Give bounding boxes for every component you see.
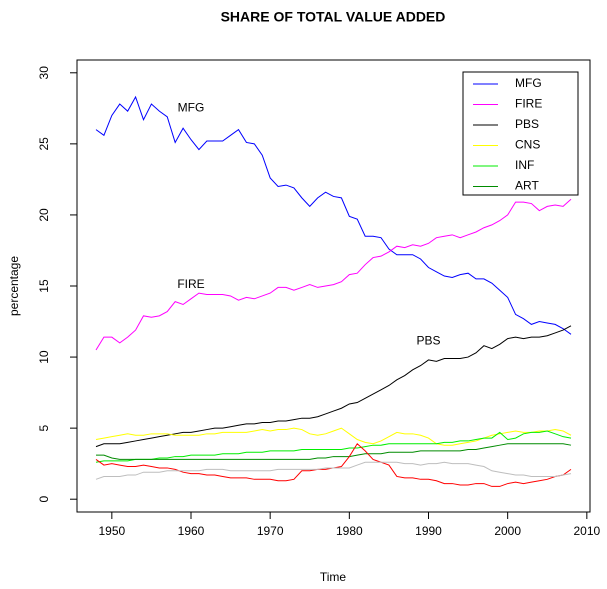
annotation: FIRE	[177, 277, 204, 291]
x-tick-label: 1990	[415, 524, 442, 538]
y-tick-label: 15	[37, 279, 51, 293]
legend-label: CNS	[515, 138, 540, 152]
series-line	[95, 430, 572, 463]
x-tick-label: 1970	[257, 524, 284, 538]
legend-label: MFG	[515, 76, 542, 90]
x-tick-label: 1960	[178, 524, 205, 538]
y-tick-label: 5	[37, 424, 51, 431]
legend-label: PBS	[515, 117, 539, 131]
y-tick-label: 10	[37, 350, 51, 364]
y-axis-label: percentage	[7, 256, 21, 316]
y-tick-label: 25	[37, 137, 51, 151]
legend-label: ART	[515, 179, 539, 193]
x-axis-label: Time	[320, 570, 347, 584]
legend-label: INF	[515, 158, 534, 172]
x-tick-label: 2010	[573, 524, 600, 538]
y-tick-label: 30	[37, 66, 51, 80]
series-line	[95, 198, 572, 351]
legend-box	[462, 71, 579, 196]
x-tick-label: 1950	[98, 524, 125, 538]
y-tick-label: 20	[37, 208, 51, 222]
x-tick-label: 2000	[494, 524, 521, 538]
annotation: PBS	[416, 334, 440, 348]
annotation: MFG	[178, 100, 205, 114]
series-line	[95, 461, 572, 480]
series-line	[95, 427, 572, 446]
x-tick-label: 1980	[336, 524, 363, 538]
legend-label: FIRE	[515, 97, 542, 111]
chart-title: SHARE OF TOTAL VALUE ADDED	[221, 9, 446, 25]
y-tick-label: 0	[37, 496, 51, 503]
series-line	[95, 95, 572, 335]
series-line	[96, 443, 572, 460]
series-line	[95, 325, 572, 448]
